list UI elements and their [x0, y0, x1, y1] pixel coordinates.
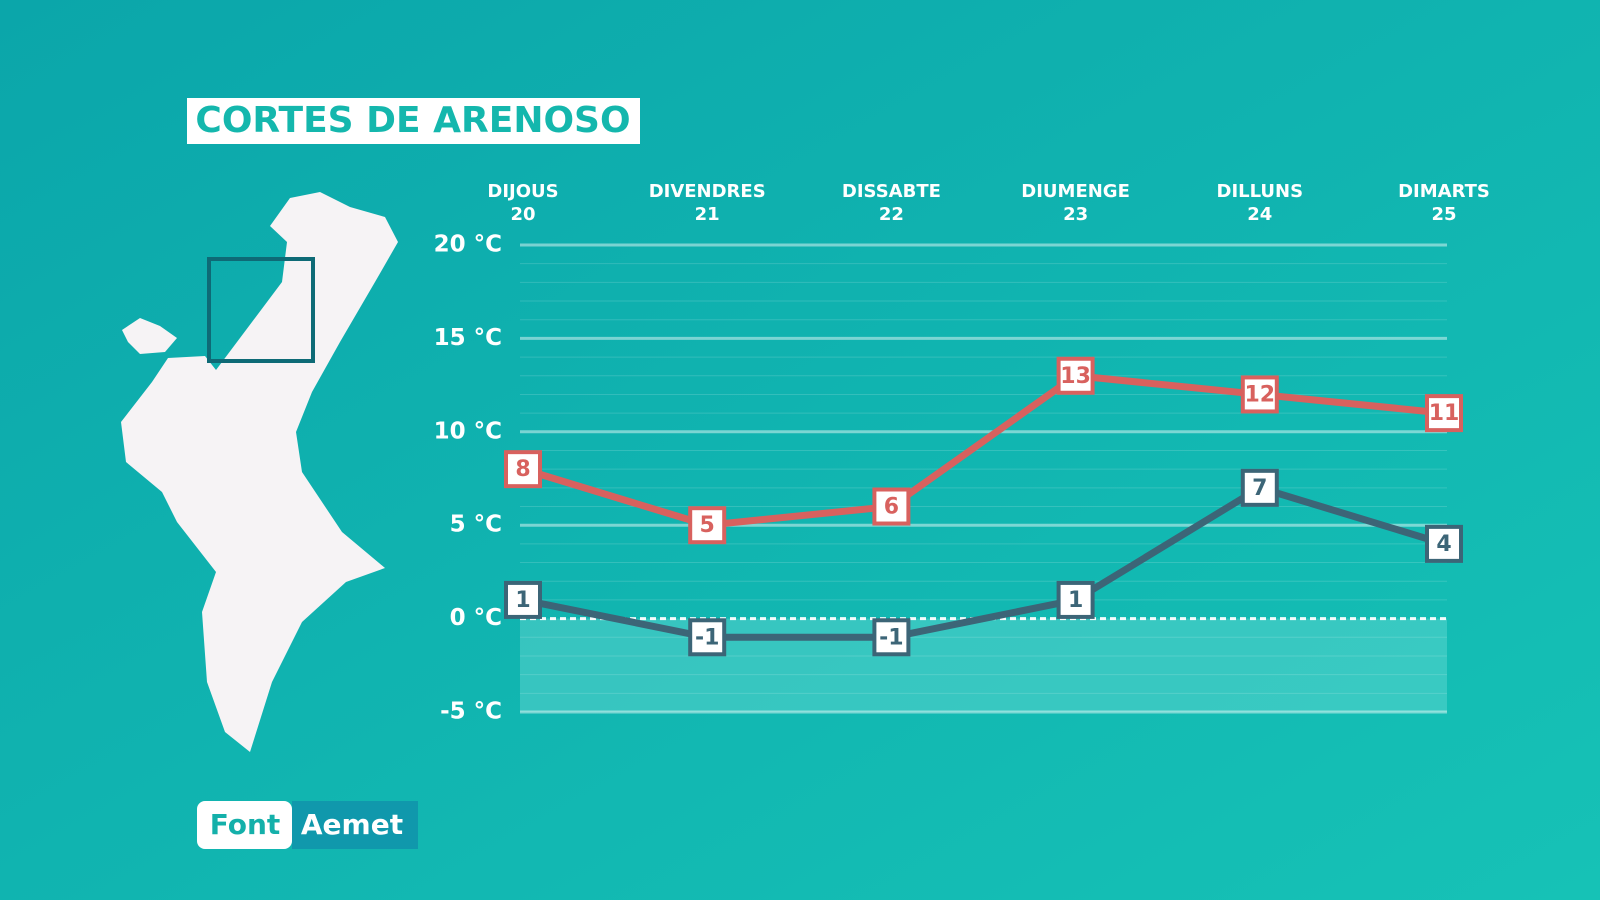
- x-tick-date: 22: [879, 204, 904, 225]
- chart-title: CORTES DE ARENOSO: [195, 100, 630, 141]
- point-marker: [688, 618, 727, 657]
- x-tick-date: 25: [1431, 204, 1456, 225]
- value-label: 4: [1436, 532, 1451, 557]
- source: Aemet: [301, 808, 403, 841]
- x-tick-label: DIVENDRES: [649, 181, 766, 202]
- value-label: -1: [879, 625, 903, 650]
- value-label: 8: [515, 457, 530, 482]
- y-tick-label: 20 °C: [434, 232, 502, 258]
- point-marker: [504, 580, 542, 619]
- point-marker: [872, 618, 911, 657]
- value-label: 1: [1068, 588, 1083, 613]
- title-box: [187, 98, 640, 144]
- x-tick-label: DIMARTS: [1398, 181, 1490, 202]
- y-tick-label: 10 °C: [434, 418, 502, 444]
- y-tick-label: -5 °C: [440, 699, 502, 725]
- series-line: [522, 484, 1446, 641]
- x-tick-label: DIUMENGE: [1021, 181, 1130, 202]
- point-marker: [1240, 468, 1279, 507]
- point-marker: [1056, 580, 1095, 619]
- point-marker: [1056, 356, 1095, 395]
- island-shape: [122, 318, 177, 354]
- source-box: [292, 801, 418, 849]
- x-tick-label: DIJOUS: [487, 181, 558, 202]
- x-tick-label: DILLUNS: [1217, 181, 1304, 202]
- source-label: Font: [210, 808, 281, 841]
- location-box: [207, 257, 315, 363]
- y-tick-label: 5 °C: [450, 512, 502, 538]
- value-label: 13: [1060, 364, 1091, 389]
- x-tick-date: 21: [695, 204, 720, 225]
- value-label: 5: [700, 513, 715, 538]
- value-label: 1: [515, 588, 530, 613]
- series-line: [521, 372, 1445, 529]
- point-marker: [1240, 375, 1279, 414]
- x-tick-label: DISSABTE: [842, 181, 941, 202]
- point-marker: [1425, 394, 1463, 433]
- map: [121, 192, 398, 752]
- value-label: 7: [1252, 476, 1267, 501]
- y-tick-label: 15 °C: [434, 325, 502, 351]
- x-tick-date: 24: [1247, 204, 1272, 225]
- below-zero-band: [520, 618, 1447, 712]
- point-marker: [1425, 524, 1463, 563]
- value-label: 11: [1429, 401, 1460, 426]
- value-label: 12: [1244, 382, 1275, 407]
- x-tick-date: 20: [510, 204, 535, 225]
- x-tick-date: 23: [1063, 204, 1088, 225]
- region-shape: [121, 192, 398, 752]
- point-marker: [504, 450, 542, 489]
- y-tick-label: 0 °C: [450, 605, 502, 631]
- source-label-box: [197, 801, 292, 849]
- value-label: 6: [884, 495, 899, 520]
- value-label: -1: [695, 625, 719, 650]
- point-marker: [872, 487, 911, 526]
- point-marker: [688, 506, 727, 545]
